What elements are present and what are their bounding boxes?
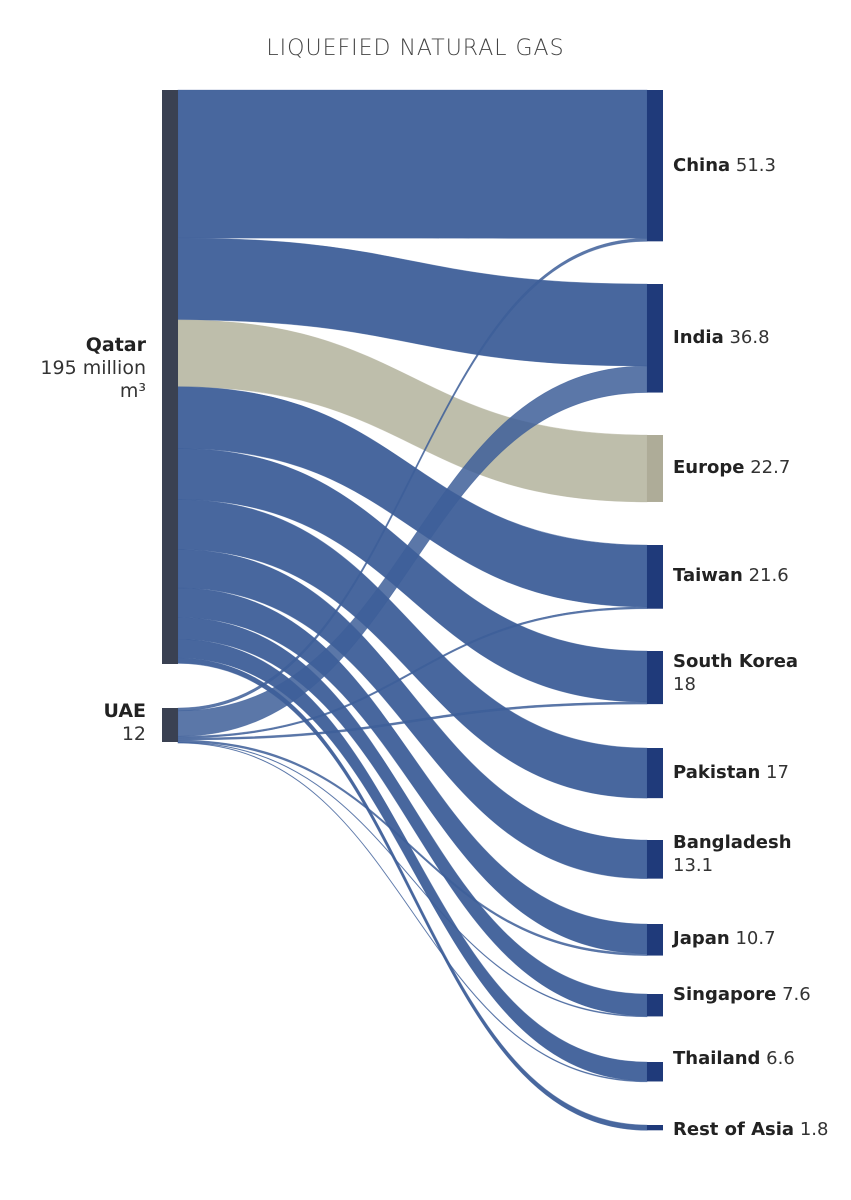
source-unit: m³ [119,380,146,402]
flow-links [177,89,648,1131]
dest-bar-europe [647,435,663,502]
dest-bar-singapore [647,994,663,1017]
dest-name: Bangladesh [673,832,792,853]
dest-value: 18 [673,674,696,695]
source-label-uae: UAE 12 [20,700,146,746]
dest-value: 1.8 [799,1119,829,1140]
dest-value: 7.6 [782,984,811,1005]
dest-name: Taiwan [673,565,743,586]
dest-name: China [673,155,731,176]
dest-value: 17 [766,762,789,783]
dest-bar-japan [647,924,663,956]
dest-label-rest-of-asia: Rest of Asia 1.8 [673,1118,828,1141]
dest-label-india: India 36.8 [673,326,770,349]
dest-name: India [673,327,724,348]
dest-label-taiwan: Taiwan 21.6 [673,564,789,587]
dest-value: 6.6 [766,1048,795,1069]
dest-label-singapore: Singapore 7.6 [673,983,811,1006]
dest-value: 36.8 [729,327,770,348]
dest-bar-taiwan [647,545,663,609]
flow-uae-singapore [177,741,648,1018]
source-value: 195 million [40,357,146,379]
dest-bar-thailand [647,1062,663,1082]
dest-value: 10.7 [735,928,776,949]
dest-name: Europe [673,457,745,478]
flow-qatar-china [177,89,648,239]
dest-label-bangladesh: Bangladesh 13.1 [673,831,792,877]
dest-bar-rest-of-asia [647,1125,663,1131]
dest-value: 21.6 [748,565,789,586]
chart-title: LIQUEFIED NATURAL GAS [266,36,565,61]
dest-bar-bangladesh [647,840,663,879]
dest-value: 51.3 [735,155,776,176]
dest-label-thailand: Thailand 6.6 [673,1047,795,1070]
dest-name: Thailand [673,1048,761,1069]
dest-label-china: China 51.3 [673,154,776,177]
dest-bar-china [647,90,663,242]
dest-name: Singapore [673,984,777,1005]
dest-label-europe: Europe 22.7 [673,456,790,479]
dest-name: Japan [673,928,730,949]
dest-name: Pakistan [673,762,761,783]
source-name: Qatar [85,334,146,356]
dest-label-south-korea: South Korea 18 [673,650,798,696]
dest-bar-india [647,284,663,393]
dest-name: Rest of Asia [673,1119,795,1140]
dest-label-pakistan: Pakistan 17 [673,761,789,784]
flow-uae-thailand [177,742,648,1083]
node-bars [162,90,663,1131]
source-value: 12 [121,723,146,745]
dest-bar-south-korea [647,651,663,705]
dest-value: 22.7 [750,457,791,478]
source-name: UAE [103,700,146,722]
dest-value: 13.1 [673,855,714,876]
dest-label-japan: Japan 10.7 [673,927,776,950]
source-bar-qatar [162,90,178,664]
source-label-qatar: Qatar 195 million m³ [20,334,146,403]
dest-bar-pakistan [647,748,663,799]
dest-name: South Korea [673,651,799,672]
source-bar-uae [162,708,178,742]
